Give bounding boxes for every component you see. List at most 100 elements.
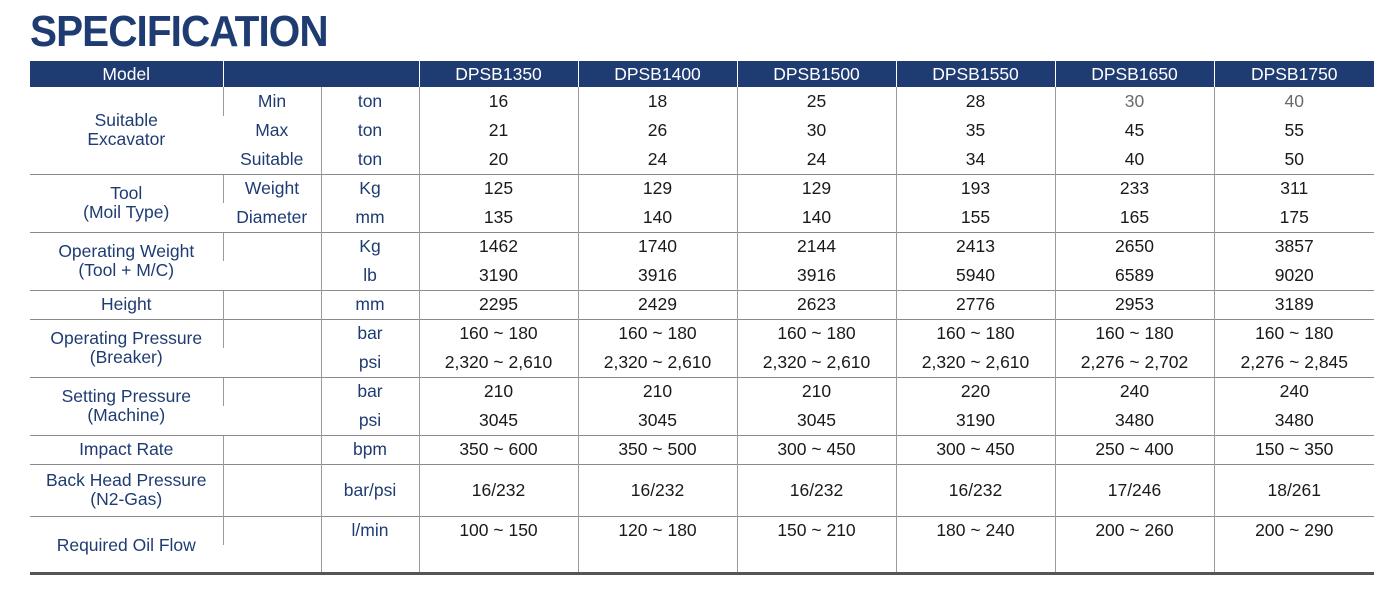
table-row: Height mm 2295 2429 2623 2776 2953 3189 xyxy=(30,289,1374,319)
group-label-line: (N2-Gas) xyxy=(90,489,163,509)
value-cell: 160 ~ 180 xyxy=(418,318,578,348)
value-cell: 150 ~ 210 xyxy=(736,515,896,545)
value-cell: 2623 xyxy=(736,289,896,319)
unit-label: psi xyxy=(320,348,419,377)
value-cell: 3190 xyxy=(418,261,578,290)
value-cell: 16/232 xyxy=(418,463,578,516)
value-cell: 25 xyxy=(736,87,896,116)
value-cell: 150 ~ 350 xyxy=(1213,434,1374,464)
unit-label: mm xyxy=(320,203,419,232)
sub-label xyxy=(222,434,321,464)
value-cell: 2776 xyxy=(895,289,1055,319)
page-title: SPECIFICATION xyxy=(30,7,329,56)
value-cell: 160 ~ 180 xyxy=(895,318,1055,348)
table-row: Suitable ton 20 24 24 34 40 50 xyxy=(30,145,1374,174)
sub-label: Weight xyxy=(222,173,321,203)
value-cell: 3045 xyxy=(577,406,737,435)
value-cell: 350 ~ 600 xyxy=(418,434,578,464)
value-cell: 3916 xyxy=(736,261,896,290)
sub-label xyxy=(222,515,321,545)
table-row: Back Head Pressure (N2-Gas) bar/psi 16/232 1… xyxy=(30,463,1374,516)
unit-label: ton xyxy=(320,116,419,145)
unit-label: Kg xyxy=(320,173,419,203)
group-label-line: (Machine) xyxy=(87,405,166,425)
value-cell: 160 ~ 180 xyxy=(1054,318,1214,348)
value-cell: 2,276 ~ 2,702 xyxy=(1054,348,1214,377)
value-cell: 3190 xyxy=(895,406,1055,435)
empty-cell xyxy=(223,545,321,574)
value-cell: 3189 xyxy=(1213,289,1374,319)
sub-label xyxy=(223,348,321,377)
value-cell: 180 ~ 240 xyxy=(895,515,1055,545)
unit-label: lb xyxy=(320,261,419,290)
value-cell: 16/232 xyxy=(577,463,737,516)
empty-cell xyxy=(895,545,1055,574)
table-row: psi 2,320 ~ 2,610 2,320 ~ 2,610 2,320 ~ 2,6… xyxy=(30,348,1374,377)
value-cell: 210 xyxy=(736,376,896,406)
value-cell: 45 xyxy=(1054,116,1214,145)
value-cell: 24 xyxy=(577,145,737,174)
value-cell: 3480 xyxy=(1213,406,1374,435)
value-cell: 250 ~ 400 xyxy=(1054,434,1214,464)
model-column-header: DPSB1500 xyxy=(736,61,896,87)
group-label-line: Operating Weight xyxy=(58,241,195,261)
table-row: psi 3045 3045 3045 3190 3480 3480 xyxy=(30,406,1374,435)
value-cell: 3045 xyxy=(418,406,578,435)
group-label-line: (Breaker) xyxy=(89,347,163,367)
unit-label: ton xyxy=(320,87,419,116)
value-cell: 16 xyxy=(418,87,578,116)
unit-label: ton xyxy=(320,145,419,174)
unit-label: bar xyxy=(320,376,419,406)
sub-label xyxy=(222,289,321,319)
value-cell: 300 ~ 450 xyxy=(895,434,1055,464)
value-cell: 240 xyxy=(1054,376,1214,406)
value-cell: 2650 xyxy=(1054,231,1214,261)
value-cell: 2144 xyxy=(736,231,896,261)
sub-label: Diameter xyxy=(236,206,308,227)
empty-cell xyxy=(736,545,896,574)
table-row: Required Oil Flow l/min 100 ~ 150 120 ~ 180… xyxy=(30,515,1374,574)
value-cell: 2,320 ~ 2,610 xyxy=(418,348,578,377)
table-row: Impact Rate bpm 350 ~ 600 350 ~ 500 300 ~ 45… xyxy=(30,434,1374,464)
group-label: Height xyxy=(30,289,223,319)
spec-body: Suitable Excavator Min ton 16 18 25 28 30 40 Max to… xyxy=(30,87,1374,574)
table-row: Tool (Moil Type) Weight Kg 125 129 129 193 233 31… xyxy=(30,173,1374,232)
value-cell: 16/232 xyxy=(736,463,896,516)
value-cell: 120 ~ 180 xyxy=(577,515,737,545)
sub-label: Max xyxy=(255,120,289,140)
value-cell: 165 xyxy=(1054,203,1214,232)
group-label-line: Operating Pressure xyxy=(50,328,203,348)
value-cell: 155 xyxy=(895,203,1055,232)
empty-cell xyxy=(1054,545,1214,574)
value-cell: 3045 xyxy=(736,406,896,435)
value-cell: 175 xyxy=(1213,203,1374,232)
value-cell: 2,320 ~ 2,610 xyxy=(577,348,737,377)
value-cell: 50 xyxy=(1213,145,1374,174)
value-cell: 125 xyxy=(418,173,578,203)
value-cell: 220 xyxy=(895,376,1055,406)
value-cell: 210 xyxy=(577,376,737,406)
value-cell: 30 xyxy=(736,116,896,145)
model-header: Model xyxy=(30,61,223,87)
value-cell: 210 xyxy=(418,376,578,406)
sub-label: Suitable xyxy=(240,148,304,169)
value-cell: 193 xyxy=(895,173,1055,203)
group-label: Back Head Pressure (N2-Gas) xyxy=(30,463,223,516)
empty-cell xyxy=(1213,545,1374,574)
value-cell: 135 xyxy=(418,203,578,232)
value-cell: 55 xyxy=(1213,116,1374,145)
value-cell: 24 xyxy=(736,145,896,174)
value-cell: 40 xyxy=(1054,145,1214,174)
table-row: Max ton 21 26 30 35 45 55 xyxy=(30,116,1374,145)
table-row: Suitable Excavator Min ton 16 18 25 28 30 40 xyxy=(30,87,1374,149)
value-cell: 3480 xyxy=(1054,406,1214,435)
value-cell: 2,276 ~ 2,845 xyxy=(1213,348,1374,377)
group-label: Required Oil Flow xyxy=(30,515,223,574)
value-cell: 5940 xyxy=(895,261,1055,290)
model-column-header: DPSB1550 xyxy=(895,61,1055,87)
table-row: Setting Pressure (Machine) bar 210 210 210 220… xyxy=(30,376,1374,435)
value-cell: 34 xyxy=(895,145,1055,174)
header-row: Model DPSB1350 DPSB1400 DPSB1500 DPSB155… xyxy=(30,61,1374,87)
value-cell: 6589 xyxy=(1054,261,1214,290)
unit-label: bar xyxy=(320,318,419,348)
